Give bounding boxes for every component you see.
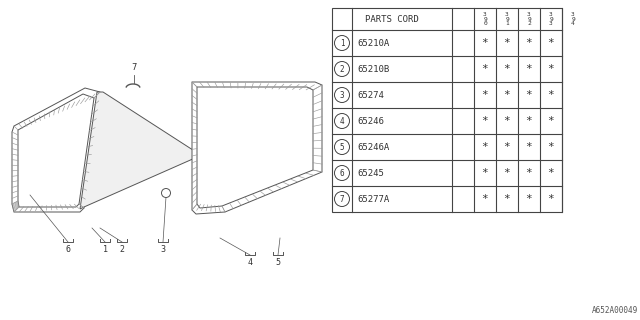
Text: 2: 2 (340, 65, 344, 74)
Text: 3
9
3: 3 9 3 (549, 12, 553, 26)
Text: 65246A: 65246A (357, 142, 389, 151)
Text: 5: 5 (275, 258, 280, 267)
Text: 3
9
1: 3 9 1 (505, 12, 509, 26)
Text: 3: 3 (340, 91, 344, 100)
Text: *: * (482, 168, 488, 178)
Text: *: * (548, 38, 554, 48)
Polygon shape (18, 94, 94, 207)
Polygon shape (197, 87, 313, 208)
Polygon shape (192, 82, 322, 214)
Text: 1: 1 (340, 38, 344, 47)
Text: *: * (548, 194, 554, 204)
Text: *: * (504, 142, 510, 152)
Text: 7: 7 (340, 195, 344, 204)
Text: *: * (548, 90, 554, 100)
Text: *: * (525, 90, 532, 100)
Text: *: * (504, 168, 510, 178)
Text: *: * (482, 90, 488, 100)
Text: 6: 6 (65, 245, 70, 254)
Text: *: * (504, 38, 510, 48)
Text: 7: 7 (131, 63, 137, 72)
Text: 65210A: 65210A (357, 38, 389, 47)
Text: 3
9
0: 3 9 0 (483, 12, 487, 26)
Text: *: * (548, 64, 554, 74)
Text: A652A00049: A652A00049 (592, 306, 638, 315)
Text: *: * (525, 116, 532, 126)
Text: *: * (525, 38, 532, 48)
Text: 1: 1 (102, 245, 108, 254)
Text: 65210B: 65210B (357, 65, 389, 74)
Text: *: * (504, 116, 510, 126)
Bar (332, 8, 562, 212)
Text: *: * (525, 64, 532, 74)
Text: 3
9
4: 3 9 4 (571, 12, 575, 26)
Text: *: * (482, 116, 488, 126)
Text: *: * (548, 142, 554, 152)
Polygon shape (12, 88, 100, 212)
Circle shape (335, 140, 349, 155)
Circle shape (335, 87, 349, 102)
Circle shape (161, 188, 170, 197)
Text: *: * (525, 194, 532, 204)
Text: 4: 4 (340, 116, 344, 125)
Text: 4: 4 (248, 258, 253, 267)
Text: 65277A: 65277A (357, 195, 389, 204)
Text: 5: 5 (340, 142, 344, 151)
Circle shape (335, 191, 349, 206)
Text: 65246: 65246 (357, 116, 384, 125)
Circle shape (335, 165, 349, 180)
Text: 65245: 65245 (357, 169, 384, 178)
Circle shape (335, 61, 349, 76)
Text: 3
9
2: 3 9 2 (527, 12, 531, 26)
Text: *: * (548, 116, 554, 126)
Text: *: * (504, 90, 510, 100)
Circle shape (335, 114, 349, 129)
Circle shape (335, 36, 349, 51)
Text: 65274: 65274 (357, 91, 384, 100)
Text: 3: 3 (161, 245, 166, 254)
Text: 6: 6 (340, 169, 344, 178)
Text: *: * (525, 168, 532, 178)
Text: PARTS CORD: PARTS CORD (365, 14, 419, 23)
Text: 2: 2 (120, 245, 125, 254)
Text: *: * (482, 64, 488, 74)
Text: *: * (548, 168, 554, 178)
Polygon shape (80, 92, 196, 209)
Text: *: * (482, 142, 488, 152)
Text: *: * (482, 38, 488, 48)
Text: *: * (525, 142, 532, 152)
Text: *: * (504, 64, 510, 74)
Text: *: * (504, 194, 510, 204)
Text: *: * (482, 194, 488, 204)
